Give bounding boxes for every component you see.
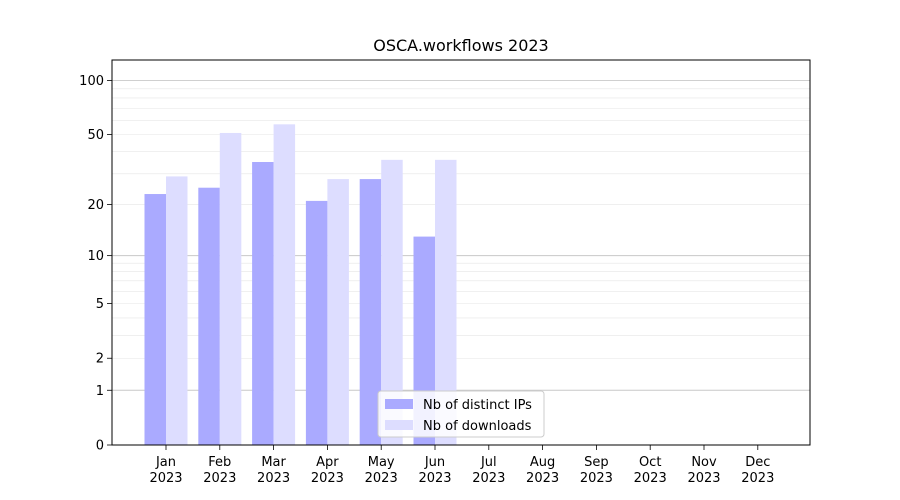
legend-swatch bbox=[385, 420, 413, 430]
x-tick-label: Oct bbox=[639, 455, 661, 470]
x-tick-label: Dec bbox=[745, 455, 770, 470]
x-tick-label: 2023 bbox=[257, 471, 290, 486]
chart-title: OSCA.workflows 2023 bbox=[373, 36, 548, 55]
x-tick-label: Nov bbox=[691, 455, 717, 470]
y-tick-label: 10 bbox=[87, 249, 104, 264]
y-tick-label: 2 bbox=[96, 352, 104, 367]
legend-box bbox=[377, 390, 545, 438]
y-tick-label: 5 bbox=[96, 297, 104, 312]
x-tick-label: 2023 bbox=[311, 471, 344, 486]
x-tick-label: Feb bbox=[208, 455, 231, 470]
y-tick-label: 0 bbox=[96, 439, 104, 454]
x-tick-label: 2023 bbox=[149, 471, 182, 486]
bar bbox=[144, 194, 166, 445]
y-tick-label: 1 bbox=[96, 384, 104, 399]
x-tick-label: 2023 bbox=[365, 471, 398, 486]
x-tick-label: 2023 bbox=[418, 471, 451, 486]
y-axis: 0 1 2 5 10 20 50 100 bbox=[79, 74, 112, 454]
plot-frame bbox=[111, 59, 811, 446]
bar bbox=[327, 179, 349, 445]
x-tick-label: Jun bbox=[424, 455, 445, 470]
x-tick-label: 2023 bbox=[634, 471, 667, 486]
y-tick-label: 50 bbox=[87, 128, 104, 143]
x-axis: Jan2023Feb2023Mar2023Apr2023May2023Jun20… bbox=[149, 445, 774, 486]
x-tick-label: Apr bbox=[316, 455, 339, 470]
y-tick-label: 100 bbox=[79, 74, 104, 89]
x-tick-label: Mar bbox=[261, 455, 286, 470]
x-tick-label: Jul bbox=[480, 455, 497, 470]
bars bbox=[144, 124, 457, 445]
bar bbox=[198, 187, 220, 445]
y-tick-label: 20 bbox=[87, 198, 104, 213]
x-tick-label: 2023 bbox=[741, 471, 774, 486]
legend-label: Nb of distinct IPs bbox=[423, 398, 532, 413]
bar bbox=[359, 179, 382, 445]
bar bbox=[166, 176, 188, 445]
x-tick-label: Sep bbox=[584, 455, 609, 470]
bar bbox=[219, 132, 242, 445]
legend: Nb of distinct IPs Nb of downloads bbox=[377, 390, 545, 438]
bar bbox=[273, 124, 296, 445]
x-tick-label: 2023 bbox=[580, 471, 613, 486]
bar bbox=[305, 200, 328, 445]
bar bbox=[435, 159, 457, 445]
x-tick-label: Aug bbox=[530, 455, 555, 470]
legend-label: Nb of downloads bbox=[423, 419, 532, 434]
x-tick-label: Jan bbox=[155, 455, 176, 470]
x-tick-label: May bbox=[368, 455, 395, 470]
x-tick-label: 2023 bbox=[203, 471, 236, 486]
x-tick-label: 2023 bbox=[526, 471, 559, 486]
legend-swatch bbox=[385, 399, 413, 409]
bar bbox=[252, 162, 274, 445]
x-tick-label: 2023 bbox=[687, 471, 720, 486]
x-tick-label: 2023 bbox=[472, 471, 505, 486]
bar bbox=[381, 159, 403, 445]
